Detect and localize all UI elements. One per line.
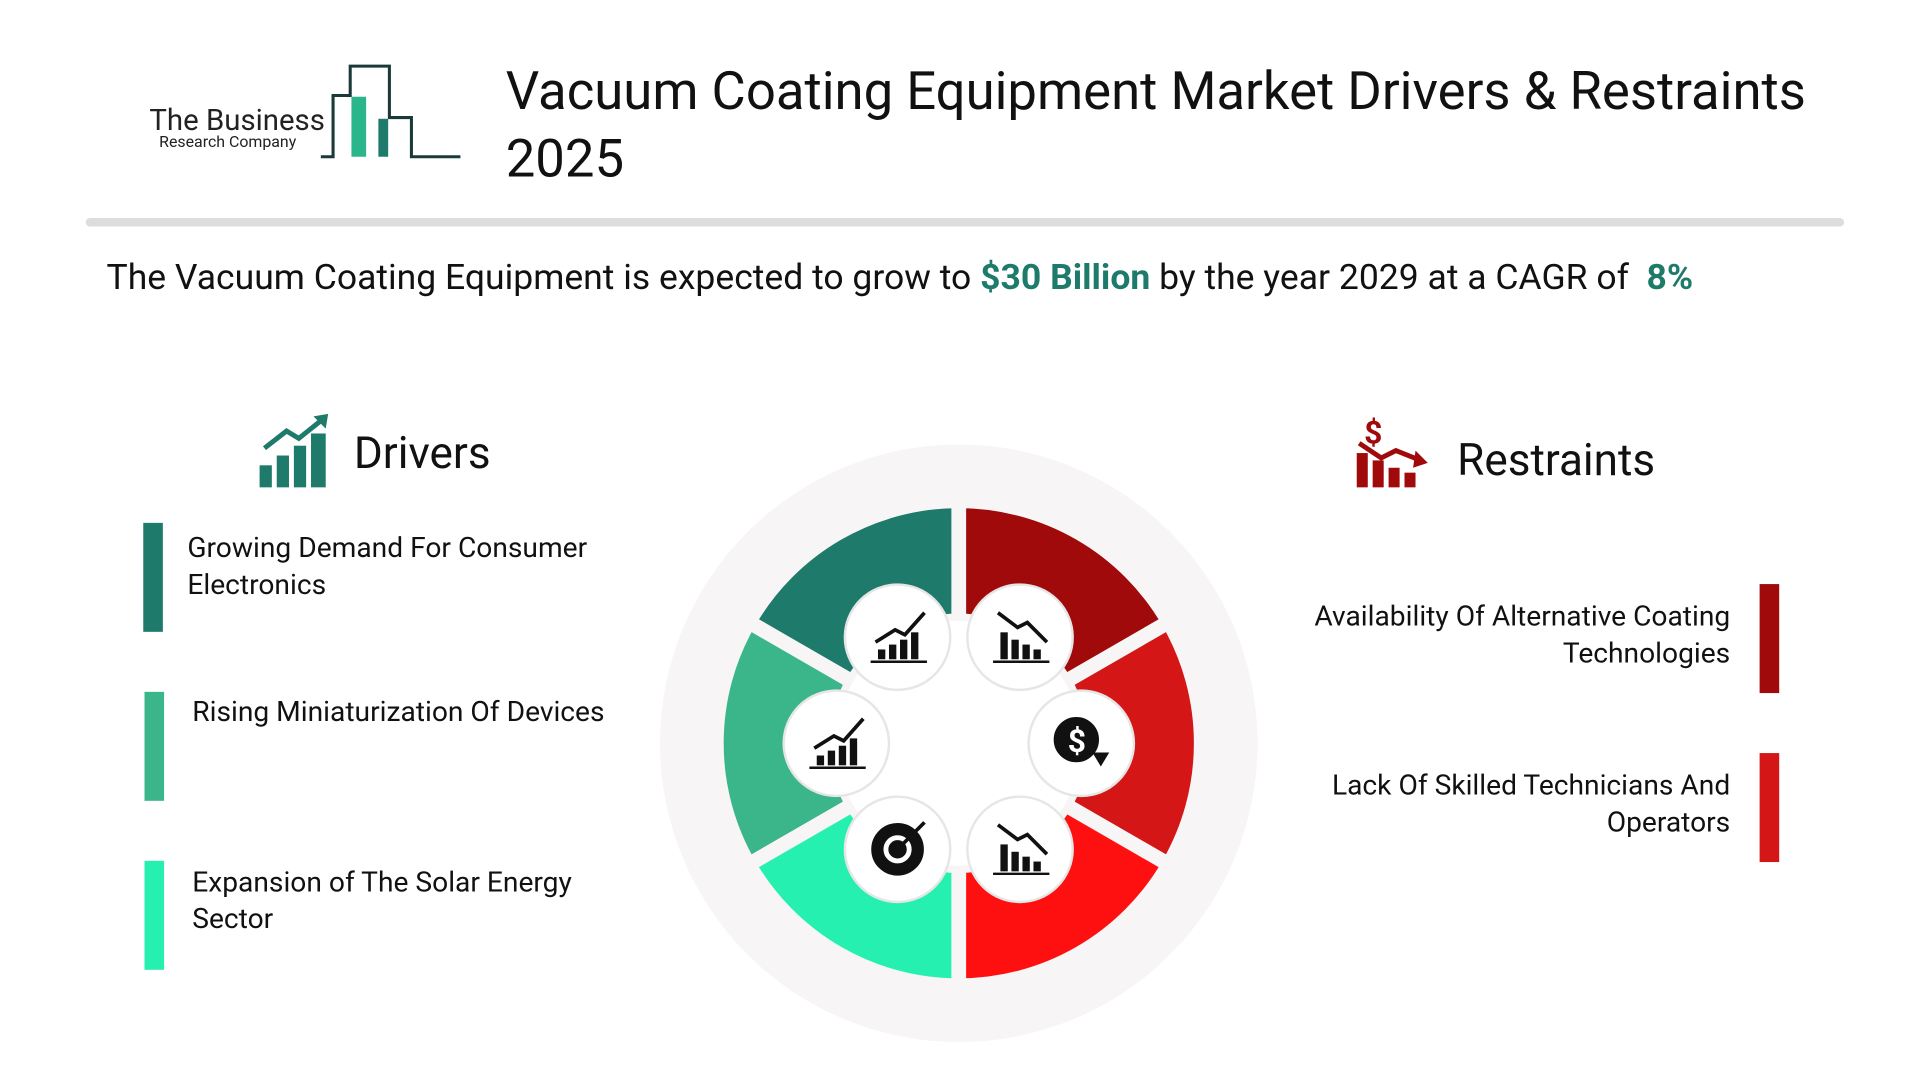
- icon-part: [813, 717, 865, 750]
- icon-part: [1000, 632, 1008, 660]
- drivers-icon: [259, 413, 329, 488]
- icon-part: [911, 632, 919, 660]
- icon-part: [1053, 716, 1099, 763]
- driver-bar: [144, 691, 165, 801]
- logo-name: The Business: [149, 104, 324, 138]
- logo-bar: [378, 118, 389, 157]
- icon-badge: [966, 795, 1074, 904]
- icon: [993, 611, 1050, 663]
- icon: [870, 611, 927, 663]
- driver-item: Growing Demand For Consumer Electronics: [187, 531, 588, 602]
- logo-outline: [320, 64, 461, 159]
- icon-part: [888, 644, 897, 660]
- icon-part: [1022, 644, 1030, 660]
- icon-part: [1033, 649, 1041, 660]
- icon-part: [900, 639, 908, 660]
- driver-item: Rising Miniaturization Of Devices: [192, 695, 605, 729]
- icon-part: $: [1068, 722, 1086, 760]
- icon-part: [816, 755, 825, 766]
- icon-part: [877, 649, 886, 660]
- summary-text: by the year 2029 at a CAGR of: [1159, 257, 1629, 299]
- icon-part: [1033, 861, 1041, 872]
- summary-rate: 8%: [1646, 257, 1694, 299]
- icon-part: [849, 738, 858, 766]
- drivers-heading: Drivers: [353, 427, 491, 479]
- title: Vacuum Coating Equipment Market Drivers …: [505, 61, 1806, 190]
- icon-badge: [966, 583, 1074, 692]
- restraint-item: Availability Of Alternative Coating Tech…: [1314, 600, 1731, 670]
- restraints-heading: Restraints: [1457, 434, 1656, 487]
- icon: [809, 717, 866, 769]
- logo-tagline: Research Company: [159, 132, 297, 151]
- restraints-icon: $: [1356, 413, 1428, 488]
- icon-part: [838, 745, 847, 766]
- driver-bar: [144, 860, 165, 970]
- summary-text: The Vacuum Coating Equipment is expected…: [106, 257, 972, 299]
- restraint-bar: [1759, 753, 1780, 863]
- icon-part: [1011, 851, 1019, 872]
- divider: [85, 217, 1845, 227]
- icon-part: [1011, 639, 1019, 660]
- icon-part: [827, 750, 836, 766]
- icon-part: [1000, 844, 1008, 872]
- icon-part: [1022, 856, 1030, 872]
- wheel: $: [708, 493, 1209, 994]
- icon: [871, 821, 926, 876]
- svg-text:$: $: [1364, 413, 1382, 451]
- restraint-item: Lack Of Skilled Technicians And Operator…: [1331, 768, 1731, 839]
- icon-part: [896, 821, 926, 851]
- driver-item: Expansion of The Solar Energy Sector: [192, 865, 572, 936]
- logo-bar: [351, 96, 367, 157]
- icon-part: [874, 611, 926, 644]
- driver-bar: [143, 522, 163, 632]
- icon-part: [996, 823, 1049, 856]
- icon-badge: [782, 689, 891, 798]
- logo-mark: [320, 64, 461, 159]
- icon-part: [996, 611, 1049, 644]
- icon: $: [1053, 716, 1110, 767]
- summary: The Vacuum Coating Equipment is expected…: [107, 257, 1694, 299]
- icon: [993, 823, 1050, 876]
- summary-value: $30 Billion: [980, 257, 1151, 299]
- icon-badge: [843, 583, 952, 692]
- icon-part: [1092, 752, 1110, 767]
- restraint-bar: [1759, 584, 1780, 694]
